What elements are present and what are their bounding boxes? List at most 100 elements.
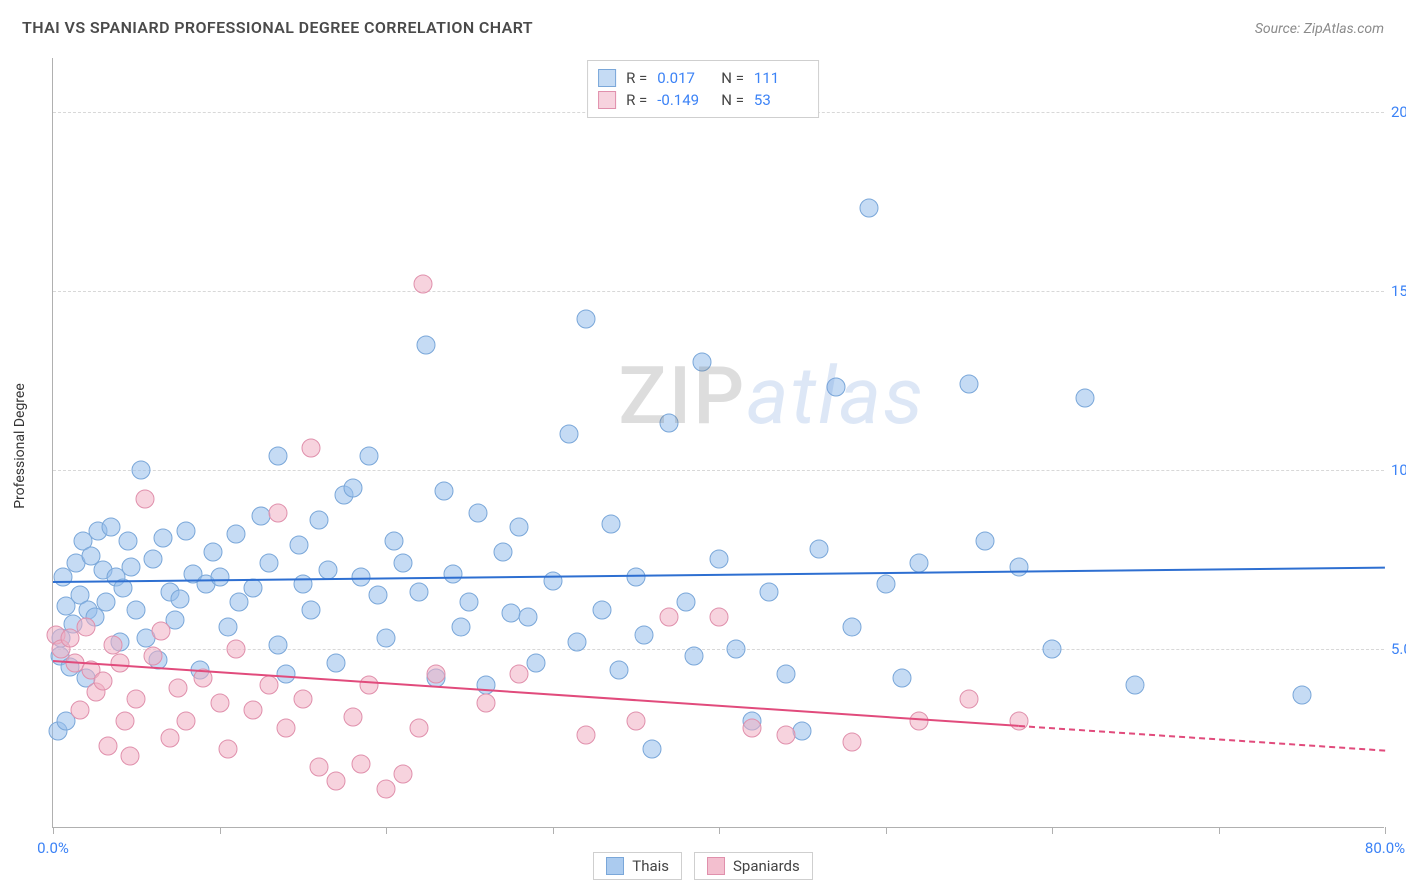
- x-tick: [386, 827, 387, 834]
- scatter-point: [218, 618, 237, 637]
- y-tick-label: 20.0%: [1391, 103, 1406, 121]
- scatter-point: [127, 600, 146, 619]
- scatter-point: [97, 593, 116, 612]
- y-tick-label: 5.0%: [1391, 640, 1406, 658]
- scatter-point: [601, 514, 620, 533]
- scatter-point: [843, 618, 862, 637]
- legend-label: Spaniards: [733, 857, 800, 875]
- scatter-point: [153, 528, 172, 547]
- scatter-point: [360, 446, 379, 465]
- x-tick: [719, 827, 720, 834]
- scatter-point: [793, 722, 812, 741]
- plot-area: ZIPatlas 5.0%10.0%15.0%20.0%0.0%80.0%: [52, 58, 1384, 828]
- n-value: 111: [754, 69, 808, 87]
- scatter-point: [260, 553, 279, 572]
- scatter-point: [343, 478, 362, 497]
- legend-swatch: [598, 69, 616, 87]
- scatter-point: [77, 618, 96, 637]
- scatter-point: [102, 518, 121, 537]
- scatter-point: [360, 675, 379, 694]
- scatter-point: [959, 690, 978, 709]
- scatter-point: [277, 665, 296, 684]
- scatter-point: [310, 758, 329, 777]
- scatter-point: [218, 740, 237, 759]
- scatter-point: [210, 693, 229, 712]
- legend-swatch: [606, 857, 624, 875]
- scatter-point: [410, 718, 429, 737]
- scatter-point: [227, 639, 246, 658]
- scatter-point: [576, 310, 595, 329]
- scatter-point: [127, 690, 146, 709]
- gridline: [53, 291, 1384, 292]
- scatter-point: [118, 532, 137, 551]
- scatter-point: [268, 636, 287, 655]
- scatter-point: [909, 553, 928, 572]
- scatter-point: [310, 511, 329, 530]
- scatter-point: [302, 439, 321, 458]
- scatter-point: [103, 636, 122, 655]
- scatter-point: [435, 482, 454, 501]
- scatter-point: [177, 711, 196, 730]
- r-label: R =: [626, 69, 647, 87]
- scatter-point: [693, 353, 712, 372]
- x-tick: [1052, 827, 1053, 834]
- scatter-point: [710, 607, 729, 626]
- n-label: N =: [721, 69, 744, 87]
- n-label: N =: [721, 91, 744, 109]
- scatter-point: [426, 665, 445, 684]
- scatter-point: [343, 707, 362, 726]
- scatter-point: [643, 740, 662, 759]
- scatter-point: [210, 568, 229, 587]
- scatter-point: [385, 532, 404, 551]
- scatter-point: [859, 199, 878, 218]
- scatter-point: [352, 754, 371, 773]
- scatter-point: [776, 725, 795, 744]
- scatter-point: [227, 525, 246, 544]
- scatter-point: [776, 665, 795, 684]
- scatter-point: [1009, 557, 1028, 576]
- r-value: 0.017: [657, 69, 711, 87]
- scatter-point: [122, 557, 141, 576]
- r-label: R =: [626, 91, 647, 109]
- n-value: 53: [754, 91, 808, 109]
- scatter-point: [60, 629, 79, 648]
- scatter-point: [476, 693, 495, 712]
- scatter-point: [152, 622, 171, 641]
- scatter-point: [518, 607, 537, 626]
- legend-swatch: [598, 91, 616, 109]
- scatter-point: [143, 647, 162, 666]
- scatter-point: [610, 661, 629, 680]
- x-tick: [220, 827, 221, 834]
- scatter-point: [1043, 639, 1062, 658]
- scatter-point: [568, 632, 587, 651]
- scatter-point: [290, 536, 309, 555]
- scatter-point: [460, 593, 479, 612]
- scatter-point: [260, 675, 279, 694]
- scatter-point: [959, 374, 978, 393]
- scatter-point: [70, 700, 89, 719]
- scatter-point: [976, 532, 995, 551]
- gridline: [53, 470, 1384, 471]
- scatter-point: [416, 335, 435, 354]
- x-tick: [553, 827, 554, 834]
- y-tick-label: 15.0%: [1391, 282, 1406, 300]
- scatter-point: [726, 639, 745, 658]
- scatter-point: [177, 521, 196, 540]
- legend-item: Spaniards: [694, 852, 813, 880]
- x-tick: [1385, 827, 1386, 834]
- scatter-point: [1126, 675, 1145, 694]
- scatter-point: [293, 690, 312, 709]
- x-tick: [1219, 827, 1220, 834]
- scatter-point: [413, 274, 432, 293]
- scatter-point: [626, 711, 645, 730]
- scatter-point: [468, 503, 487, 522]
- scatter-point: [826, 378, 845, 397]
- scatter-point: [243, 700, 262, 719]
- scatter-point: [660, 414, 679, 433]
- legend-swatch: [707, 857, 725, 875]
- scatter-point: [160, 729, 179, 748]
- scatter-point: [302, 600, 321, 619]
- scatter-point: [135, 489, 154, 508]
- scatter-point: [526, 654, 545, 673]
- scatter-point: [268, 503, 287, 522]
